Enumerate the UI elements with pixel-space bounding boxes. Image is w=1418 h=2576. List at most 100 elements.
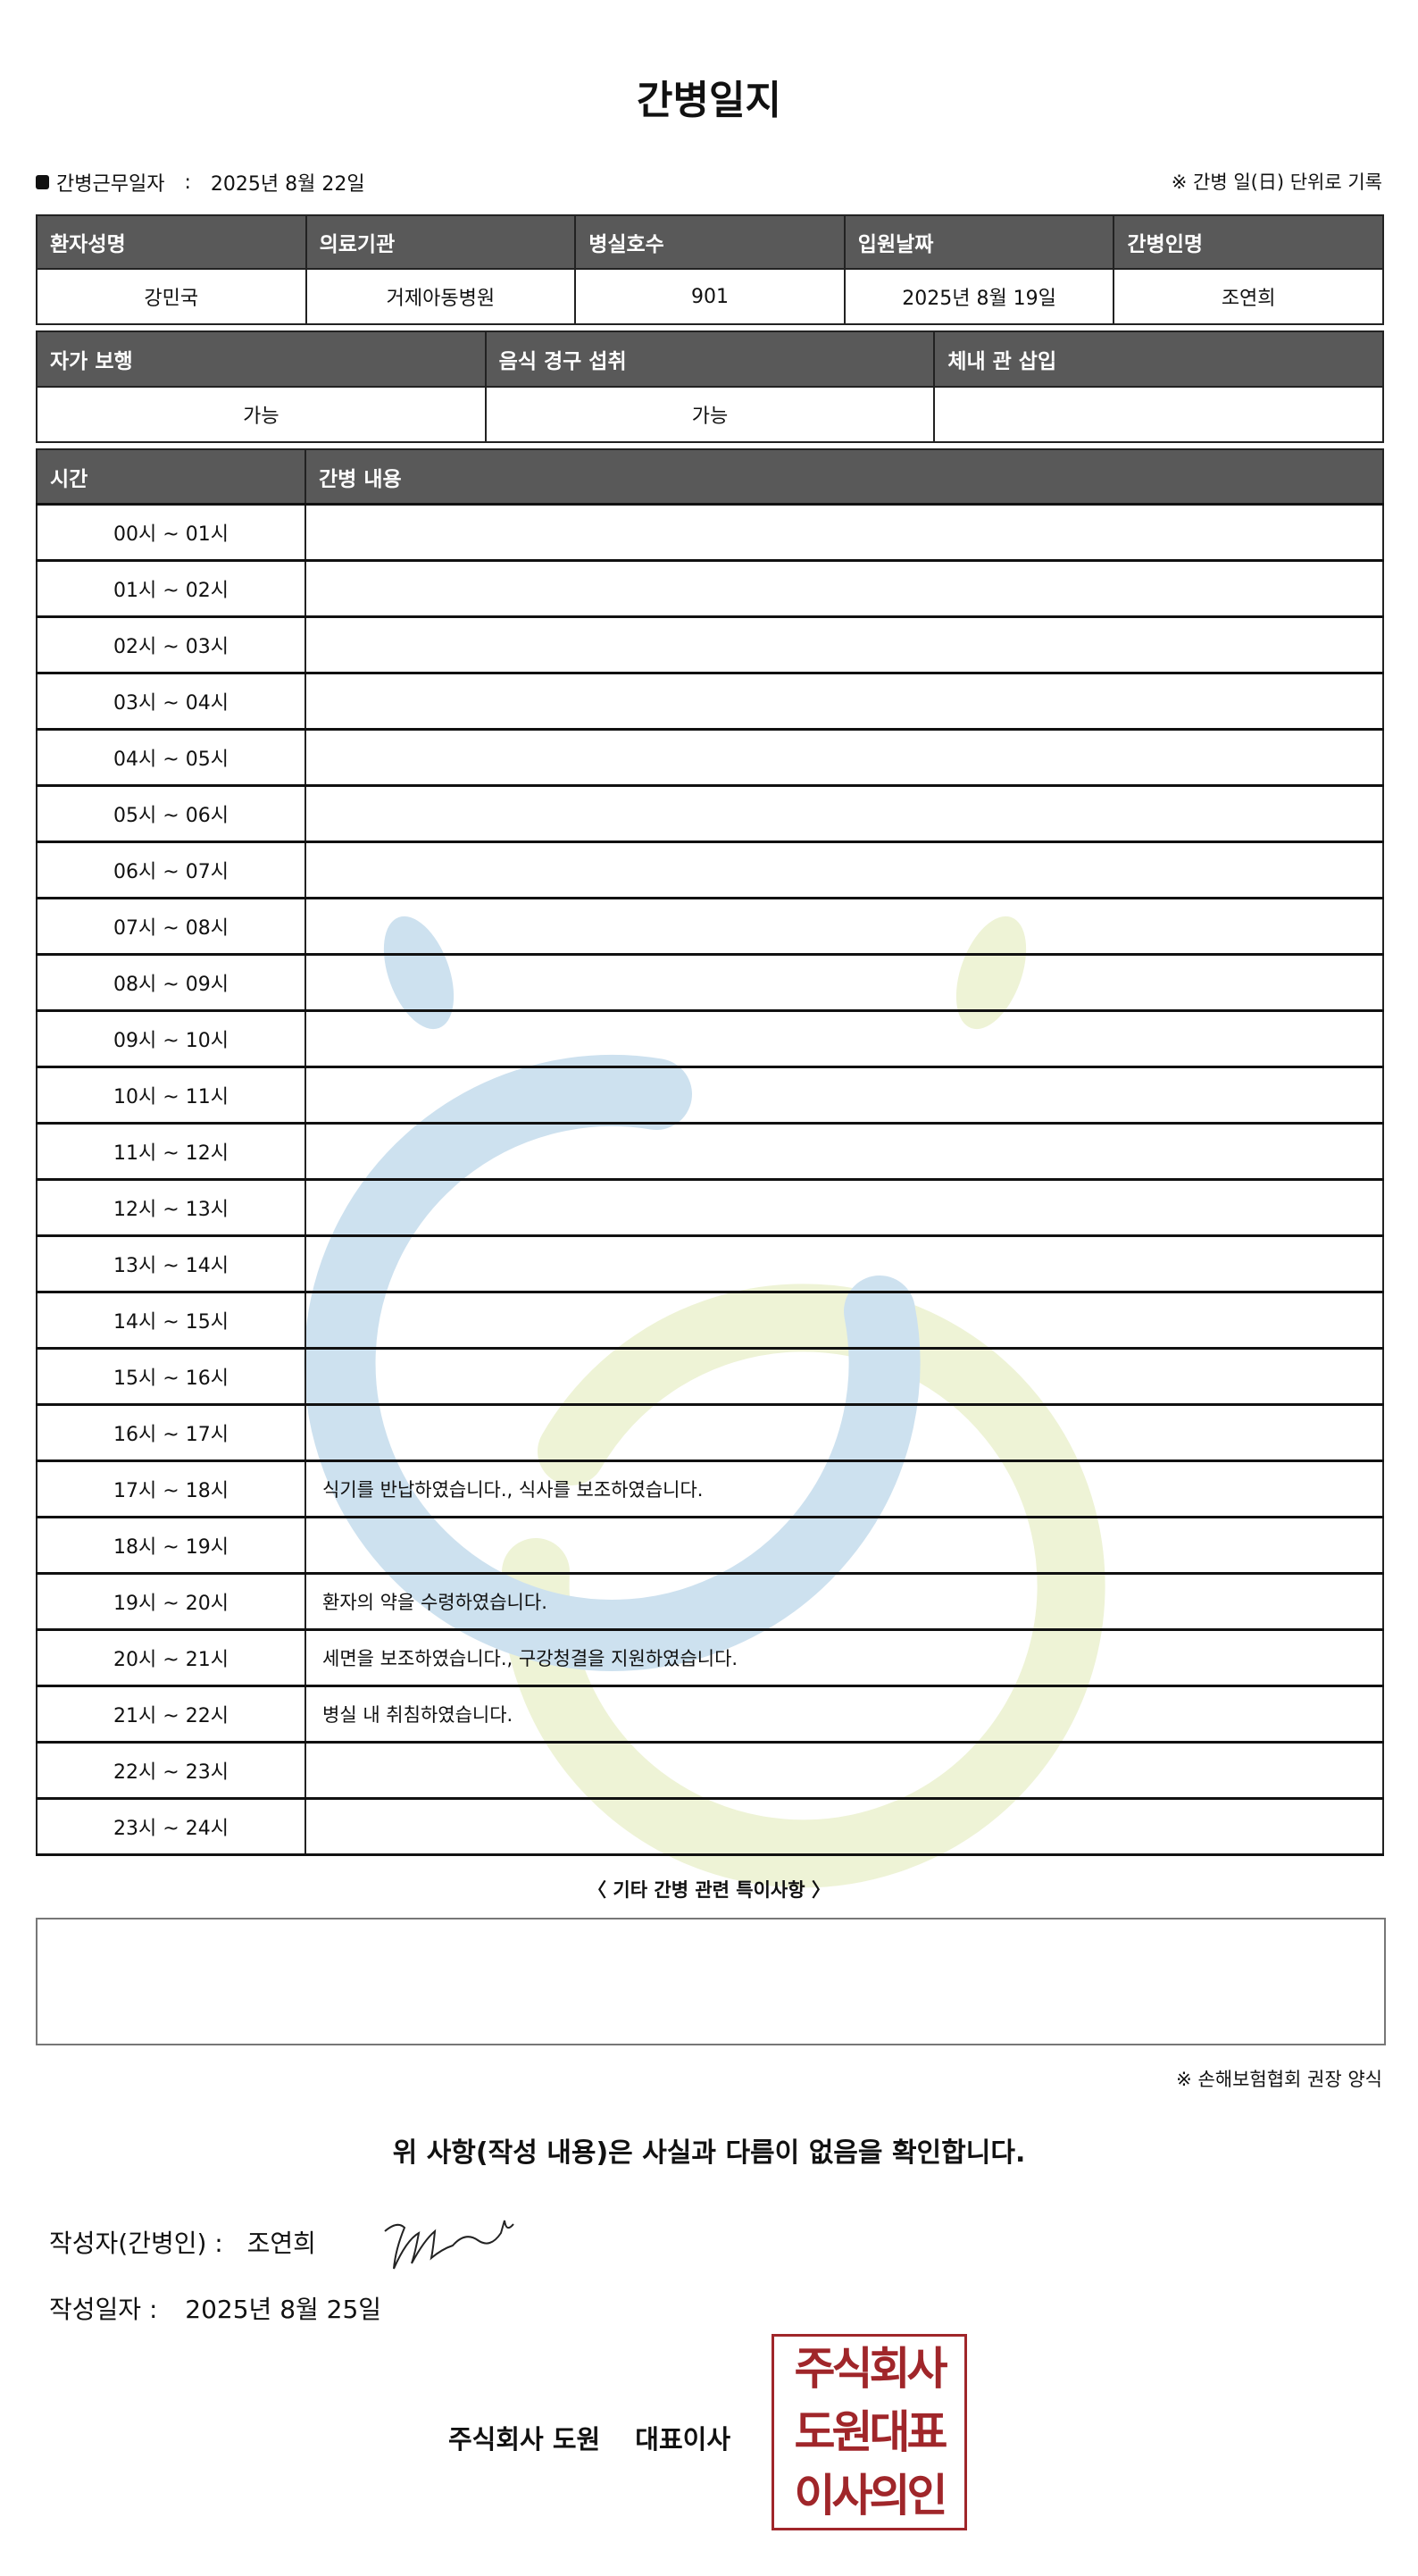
table-row: 22시 ~ 23시 <box>36 1741 1384 1800</box>
table-row: 14시 ~ 15시 <box>36 1291 1384 1350</box>
care-content[interactable] <box>304 784 1384 843</box>
care-content[interactable]: 환자의 약을 수령하였습니다. <box>304 1572 1384 1631</box>
caregiver-name: 조연희 <box>1113 268 1384 325</box>
page-title: 간병일지 <box>637 78 781 123</box>
time-slot: 22시 ~ 23시 <box>36 1741 306 1800</box>
care-log-table: 시간 간병 내용 00시 ~ 01시 01시 ~ 02시 02시 ~ 03시 03시 … <box>36 448 1384 1856</box>
stamp-line: 도원대표 <box>794 2405 948 2458</box>
header-time: 시간 <box>36 448 306 506</box>
care-content[interactable] <box>304 1797 1384 1856</box>
care-content[interactable] <box>304 1234 1384 1293</box>
care-content[interactable] <box>304 728 1384 787</box>
form-source-note: ※ 손해보험협회 권장 양식 <box>1176 2069 1382 2090</box>
time-slot: 10시 ~ 11시 <box>36 1066 306 1125</box>
written-date-label: 작성일자 : <box>49 2295 158 2324</box>
table-row: 03시 ~ 04시 <box>36 672 1384 731</box>
care-content[interactable] <box>304 1066 1384 1125</box>
table-row: 01시 ~ 02시 <box>36 559 1384 618</box>
admission-date: 2025년 8월 19일 <box>843 268 1115 325</box>
care-content[interactable] <box>304 1122 1384 1181</box>
special-notes-box[interactable] <box>36 1918 1386 2045</box>
self-walking: 가능 <box>36 386 487 443</box>
stamp-line: 이사의인 <box>794 2470 948 2522</box>
table-row: 12시 ~ 13시 <box>36 1178 1384 1237</box>
care-content[interactable]: 병실 내 취침하였습니다. <box>304 1685 1384 1744</box>
time-slot: 18시 ~ 19시 <box>36 1516 306 1575</box>
written-date-value: 2025년 8월 25일 <box>185 2295 382 2324</box>
table-row: 00시 ~ 01시 <box>36 503 1384 562</box>
table-row: 06시 ~ 07시 <box>36 841 1384 899</box>
patient-status-table: 자가 보행 음식 경구 섭취 체내 관 삽입 가능 가능 <box>36 330 1384 443</box>
header-tube-insertion: 체내 관 삽입 <box>933 330 1384 388</box>
time-slot: 17시 ~ 18시 <box>36 1459 306 1518</box>
bullet-square-icon <box>36 175 49 189</box>
signature <box>384 2220 514 2270</box>
time-slot: 03시 ~ 04시 <box>36 672 306 731</box>
table-row: 15시 ~ 16시 <box>36 1347 1384 1406</box>
time-slot: 23시 ~ 24시 <box>36 1797 306 1856</box>
work-date-value: 2025년 8월 22일 <box>210 173 365 196</box>
table-row: 23시 ~ 24시 <box>36 1797 1384 1856</box>
care-content[interactable] <box>304 841 1384 899</box>
header-oral-intake: 음식 경구 섭취 <box>484 330 936 388</box>
care-content[interactable] <box>304 559 1384 618</box>
hospital: 거제아동병원 <box>304 268 577 325</box>
table-row: 16시 ~ 17시 <box>36 1403 1384 1462</box>
table-row: 18시 ~ 19시 <box>36 1516 1384 1575</box>
time-slot: 04시 ~ 05시 <box>36 728 306 787</box>
header-patient-name: 환자성명 <box>36 214 307 270</box>
care-content[interactable] <box>304 897 1384 956</box>
care-content[interactable] <box>304 672 1384 731</box>
writer-name: 조연희 <box>246 2229 316 2258</box>
record-unit-note: ※ 간병 일(日) 단위로 기록 <box>1171 171 1382 193</box>
table-row: 17시 ~ 18시 식기를 반납하였습니다., 식사를 보조하였습니다. <box>36 1459 1384 1518</box>
special-notes-label: 〈 기타 간병 관련 특이사항 〉 <box>588 1879 830 1901</box>
table-row: 13시 ~ 14시 <box>36 1234 1384 1293</box>
header-self-walking: 자가 보행 <box>36 330 487 388</box>
separator: : <box>184 171 191 194</box>
tube-insertion <box>933 386 1384 443</box>
time-slot: 12시 ~ 13시 <box>36 1178 306 1237</box>
writer-line: 작성자(간병인) : 조연희 <box>49 2224 316 2260</box>
care-content[interactable] <box>304 953 1384 1012</box>
written-date-line: 작성일자 : 2025년 8월 25일 <box>49 2290 381 2326</box>
care-content[interactable] <box>304 1178 1384 1237</box>
care-content[interactable] <box>304 1009 1384 1068</box>
table-row: 20시 ~ 21시 세면을 보조하였습니다., 구강청결을 지원하였습니다. <box>36 1628 1384 1687</box>
work-date-label: 간병근무일자 <box>56 173 165 196</box>
care-content[interactable] <box>304 615 1384 674</box>
time-slot: 21시 ~ 22시 <box>36 1685 306 1744</box>
care-content[interactable]: 세면을 보조하였습니다., 구강청결을 지원하였습니다. <box>304 1628 1384 1687</box>
header-caregiver: 간병인명 <box>1113 214 1384 270</box>
table-row: 05시 ~ 06시 <box>36 784 1384 843</box>
header-room: 병실호수 <box>574 214 846 270</box>
care-content[interactable] <box>304 1291 1384 1350</box>
care-content[interactable] <box>304 503 1384 562</box>
table-row: 19시 ~ 20시 환자의 약을 수령하였습니다. <box>36 1572 1384 1631</box>
company-seal-stamp: 주식회사 도원대표 이사의인 <box>772 2334 967 2530</box>
stamp-line: 주식회사 <box>794 2342 948 2395</box>
care-content[interactable]: 식기를 반납하였습니다., 식사를 보조하였습니다. <box>304 1459 1384 1518</box>
time-slot: 08시 ~ 09시 <box>36 953 306 1012</box>
time-slot: 00시 ~ 01시 <box>36 503 306 562</box>
care-content[interactable] <box>304 1741 1384 1800</box>
table-row: 07시 ~ 08시 <box>36 897 1384 956</box>
work-date-line: 간병근무일자 : 2025년 8월 22일 <box>36 168 365 197</box>
time-slot: 05시 ~ 06시 <box>36 784 306 843</box>
time-slot: 06시 ~ 07시 <box>36 841 306 899</box>
room-number: 901 <box>574 268 846 325</box>
oral-intake: 가능 <box>484 386 936 443</box>
table-row: 04시 ~ 05시 <box>36 728 1384 787</box>
table-row: 08시 ~ 09시 <box>36 953 1384 1012</box>
time-slot: 14시 ~ 15시 <box>36 1291 306 1350</box>
time-slot: 15시 ~ 16시 <box>36 1347 306 1406</box>
patient-name: 강민국 <box>36 268 307 325</box>
table-row: 09시 ~ 10시 <box>36 1009 1384 1068</box>
time-slot: 19시 ~ 20시 <box>36 1572 306 1631</box>
time-slot: 09시 ~ 10시 <box>36 1009 306 1068</box>
care-content[interactable] <box>304 1516 1384 1575</box>
care-content[interactable] <box>304 1403 1384 1462</box>
time-slot: 13시 ~ 14시 <box>36 1234 306 1293</box>
care-content[interactable] <box>304 1347 1384 1406</box>
header-hospital: 의료기관 <box>304 214 577 270</box>
